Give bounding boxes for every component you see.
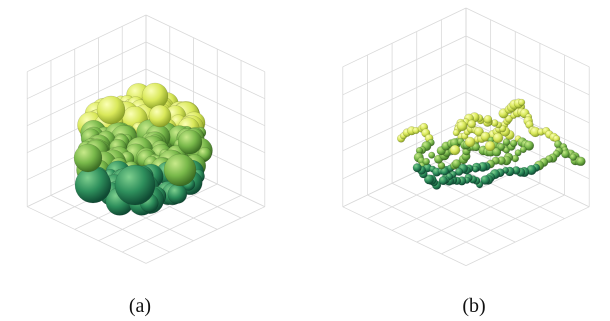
caption-panel-b: (b) — [462, 295, 486, 317]
sphere — [569, 153, 577, 161]
sphere — [467, 119, 476, 129]
grid-line — [27, 206, 147, 264]
grid-line — [342, 206, 467, 266]
sphere — [504, 114, 513, 123]
grid-line — [145, 68, 265, 127]
sphere — [440, 167, 449, 176]
sphere — [177, 129, 203, 155]
grid-line — [145, 206, 265, 264]
sphere — [464, 136, 476, 148]
sphere — [114, 164, 156, 206]
sphere — [148, 104, 172, 128]
grid-line — [465, 35, 590, 96]
sphere — [576, 156, 586, 166]
sphere — [449, 144, 461, 156]
sphere — [519, 146, 527, 154]
grid-line — [391, 171, 516, 231]
grid-line — [391, 182, 516, 243]
grid-line — [27, 14, 147, 73]
sphere — [514, 149, 522, 157]
sphere — [492, 147, 502, 157]
grid-line — [27, 41, 147, 100]
sphere — [480, 131, 491, 142]
grid-line — [465, 63, 590, 124]
sphere — [471, 142, 481, 152]
sphere — [451, 159, 462, 169]
sphere — [483, 115, 493, 124]
sphere — [484, 140, 496, 152]
sphere — [455, 167, 464, 176]
grid-line — [465, 147, 590, 208]
sphere — [438, 176, 448, 186]
sphere — [163, 153, 197, 187]
grid-line — [465, 7, 590, 68]
grid-line — [27, 68, 147, 127]
sphere — [167, 184, 188, 204]
grid-line — [342, 63, 467, 124]
grid-line — [50, 194, 170, 253]
sphere — [492, 132, 504, 144]
grid-line — [342, 7, 467, 68]
grid-line — [441, 194, 565, 255]
grid-line — [416, 182, 541, 243]
sphere — [141, 82, 169, 110]
sphere — [497, 143, 505, 151]
grid-line — [122, 194, 242, 253]
grid-line — [465, 206, 590, 266]
grid-line — [342, 119, 467, 180]
sphere-cluster-extended — [397, 98, 586, 190]
sphere — [73, 143, 103, 173]
grid-line — [145, 14, 265, 73]
sphere — [452, 129, 460, 137]
grid-line — [342, 35, 467, 96]
sphere — [422, 157, 430, 166]
sphere-cluster-compact — [73, 82, 213, 216]
sphere — [412, 163, 422, 173]
grid-line — [145, 41, 265, 100]
sphere — [480, 175, 491, 185]
sphere — [96, 95, 126, 125]
grid-line — [367, 194, 491, 255]
grid-line — [98, 183, 218, 242]
sphere — [428, 151, 436, 159]
sphere — [509, 139, 518, 148]
sphere — [423, 174, 434, 185]
sphere — [74, 166, 112, 204]
sphere — [474, 126, 484, 137]
caption-panel-a: (a) — [128, 295, 152, 317]
sphere — [523, 140, 535, 151]
sphere — [518, 98, 526, 107]
grid-line — [342, 91, 467, 152]
sphere — [456, 120, 468, 132]
